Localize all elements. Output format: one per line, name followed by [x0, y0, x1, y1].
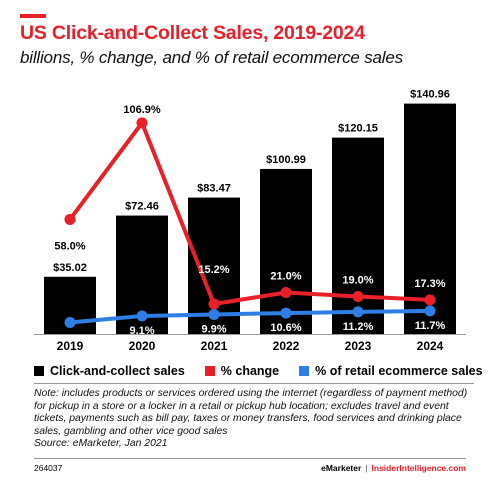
- x-tick-label-2021: 2021: [201, 339, 228, 353]
- note-source: Source: eMarketer, Jan 2021: [34, 438, 168, 450]
- x-tick-label-2022: 2022: [273, 339, 300, 353]
- pct-share-point-2019: [64, 317, 76, 329]
- pct-change-label-2023: 19.0%: [342, 274, 373, 286]
- pct-change-point-2024: [424, 294, 436, 306]
- x-tick-label-2020: 2020: [129, 339, 156, 353]
- pct-change-label-2022: 21.0%: [270, 271, 301, 283]
- pct-change-label-2024: 17.3%: [414, 278, 445, 290]
- bar-value-label-2020: $72.46: [125, 201, 159, 213]
- bar-value-label-2024: $140.96: [410, 89, 450, 101]
- bar-2023: [332, 137, 384, 334]
- bar-2022: [260, 168, 312, 334]
- x-tick-label-2019: 2019: [57, 339, 84, 353]
- pct-change-point-2021: [208, 298, 220, 310]
- pct-change-point-2023: [352, 290, 364, 302]
- bar-value-label-2019: $35.02: [53, 262, 87, 274]
- pct-share-label-2024: 11.7%: [415, 320, 446, 332]
- pct-share-point-2024: [424, 305, 436, 317]
- legend-item-change: % change: [204, 364, 280, 378]
- legend-swatch-change: [204, 366, 215, 376]
- pct-share-point-2020: [136, 310, 148, 322]
- pct-change-point-2020: [136, 117, 148, 129]
- chart-subtitle: billions, % change, and % of retail ecom…: [20, 48, 403, 67]
- bar-value-label-2022: $100.99: [266, 154, 306, 166]
- pct-change-line: [68, 120, 432, 306]
- emarketer-logo: eMarketer: [321, 463, 362, 473]
- footer-separator: |: [365, 463, 368, 473]
- pct-share-label-2023: 11.2%: [343, 321, 374, 333]
- pct-share-point-2022: [280, 307, 292, 319]
- bar-value-label-2023: $120.15: [338, 123, 378, 135]
- legend-item-sales: Click-and-collect sales: [34, 364, 185, 378]
- chart-note: Note: includes products or services orde…: [34, 383, 474, 451]
- x-tick-label-2023: 2023: [345, 339, 372, 353]
- x-tick-label-2024: 2024: [417, 339, 444, 353]
- bar-value-label-2021: $83.47: [197, 183, 231, 195]
- pct-change-label-2019: 58.0%: [54, 240, 85, 252]
- pct-share-label-2019: 5.8%: [57, 302, 82, 314]
- pct-change-point-2022: [280, 287, 292, 299]
- pct-share-point-2021: [208, 308, 220, 320]
- chart-title: US Click-and-Collect Sales, 2019-2024: [20, 22, 365, 44]
- pct-change-label-2021: 15.2%: [198, 264, 229, 276]
- pct-share-label-2020: 9.1%: [129, 325, 154, 337]
- legend-item-share: % of retail ecommerce sales: [299, 364, 483, 378]
- pct-share-point-2023: [352, 306, 364, 318]
- legend-label-share: % of retail ecommerce sales: [315, 364, 483, 378]
- insider-intelligence-link: InsiderIntelligence.com: [371, 463, 466, 473]
- legend-label-change: % change: [220, 364, 280, 378]
- footer-brand: eMarketer | InsiderIntelligence.com: [321, 463, 466, 473]
- legend-swatch-share: [299, 366, 310, 376]
- footer: 264037 eMarketer | InsiderIntelligence.com: [34, 458, 466, 473]
- legend-label-sales: Click-and-collect sales: [50, 364, 185, 378]
- pct-share-line: [68, 308, 432, 325]
- pct-change-point-2019: [64, 213, 76, 225]
- pct-change-label-2020: 106.9%: [123, 104, 161, 116]
- pct-share-label-2022: 10.6%: [270, 322, 301, 334]
- chart-id: 264037: [34, 463, 63, 473]
- note-text: Note: includes products or services orde…: [34, 388, 468, 437]
- accent-bar: [20, 14, 46, 18]
- pct-share-label-2021: 9.9%: [201, 323, 226, 335]
- legend: Click-and-collect sales % change % of re…: [34, 364, 500, 378]
- legend-swatch-sales: [34, 366, 44, 376]
